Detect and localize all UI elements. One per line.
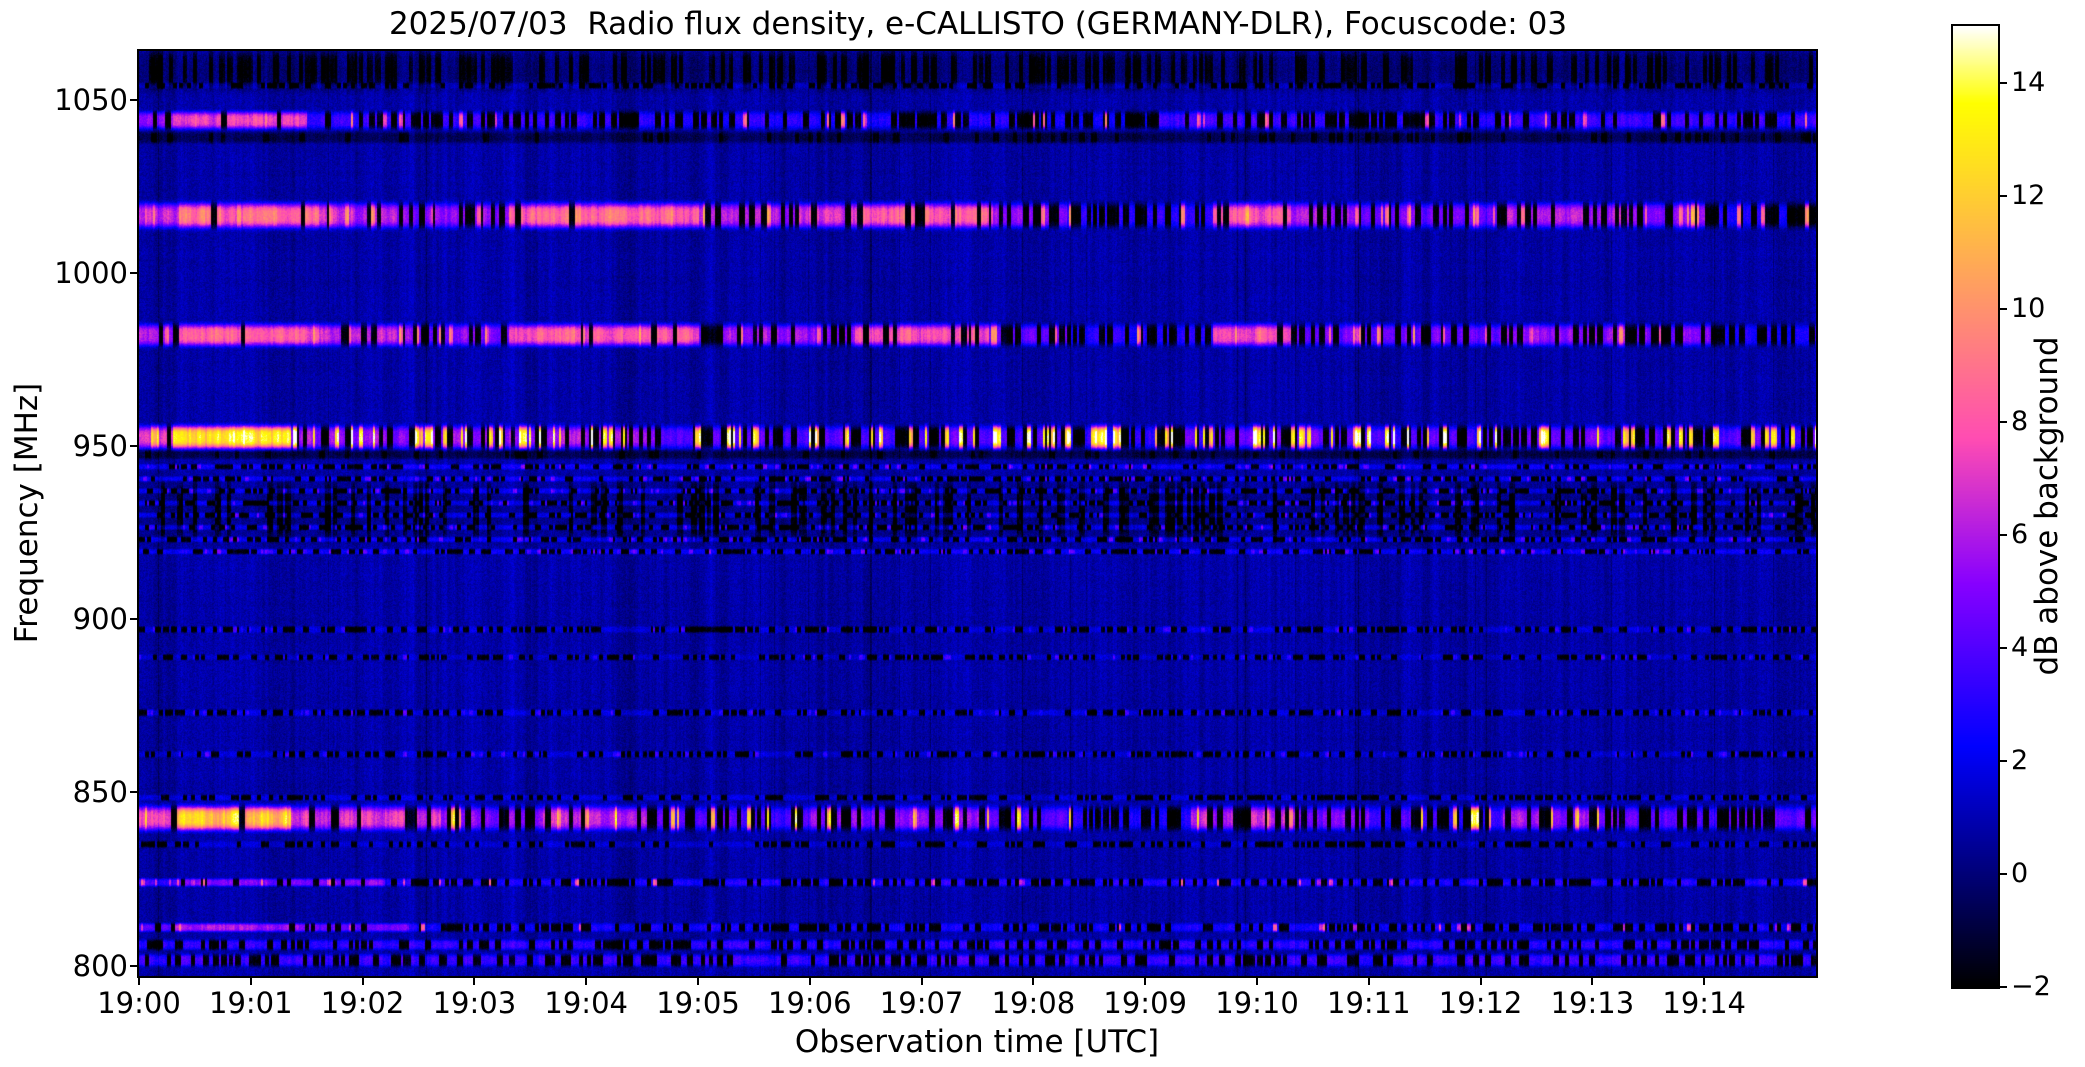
colorbar-tick-mark bbox=[1999, 420, 2007, 423]
x-axis-label: Observation time [UTC] bbox=[794, 1024, 1160, 1060]
y-tick-label: 900 bbox=[72, 602, 128, 637]
y-tick-mark bbox=[130, 444, 139, 447]
colorbar-tick-label: 14 bbox=[2011, 66, 2046, 98]
x-tick-label: 19:05 bbox=[656, 986, 740, 1020]
colorbar-tick-label: −2 bbox=[2011, 971, 2051, 1002]
x-tick-label: 19:10 bbox=[1215, 986, 1299, 1020]
colorbar-tick-mark bbox=[1999, 759, 2007, 762]
x-tick-mark bbox=[920, 977, 923, 985]
colorbar-tick-label: 0 bbox=[2011, 857, 2029, 889]
y-tick-mark bbox=[130, 791, 139, 794]
x-tick-mark bbox=[697, 977, 699, 985]
x-tick-mark bbox=[249, 977, 252, 985]
colorbar-tick-label: 2 bbox=[2011, 744, 2029, 776]
colorbar-label: dB above background bbox=[2029, 336, 2065, 676]
y-tick-label: 850 bbox=[72, 775, 128, 810]
x-tick-mark bbox=[1703, 977, 1706, 985]
x-tick-mark bbox=[585, 977, 588, 985]
y-tick-label: 950 bbox=[72, 428, 128, 463]
colorbar-tick-mark bbox=[1999, 872, 2007, 875]
x-tick-label: 19:13 bbox=[1550, 986, 1635, 1020]
x-tick-mark bbox=[1591, 977, 1594, 985]
x-tick-label: 19:01 bbox=[209, 986, 293, 1020]
colorbar-border bbox=[1951, 24, 2000, 989]
colorbar-tick-mark bbox=[1999, 986, 2007, 988]
colorbar-tick-mark bbox=[1999, 307, 2007, 310]
y-tick-mark bbox=[130, 964, 139, 967]
y-tick-mark bbox=[130, 271, 139, 274]
plot-area-border bbox=[137, 49, 1818, 978]
x-tick-label: 19:02 bbox=[320, 986, 405, 1020]
x-tick-label: 19:06 bbox=[768, 986, 852, 1020]
x-tick-mark bbox=[808, 977, 811, 985]
x-tick-label: 19:07 bbox=[879, 986, 964, 1020]
x-tick-mark bbox=[1367, 977, 1370, 985]
colorbar-tick-mark bbox=[1999, 646, 2007, 649]
colorbar-tick-mark bbox=[1999, 81, 2007, 84]
x-tick-label: 19:14 bbox=[1662, 986, 1746, 1020]
colorbar-canvas bbox=[1953, 26, 1998, 987]
y-tick-mark bbox=[130, 618, 139, 621]
spectrogram-canvas bbox=[139, 51, 1816, 976]
colorbar-tick-label: 8 bbox=[2011, 405, 2029, 437]
colorbar-tick-mark bbox=[1999, 533, 2007, 536]
x-tick-label: 19:04 bbox=[544, 986, 628, 1020]
x-tick-label: 19:09 bbox=[1103, 986, 1187, 1020]
chart-title: 2025/07/03 Radio flux density, e-CALLIST… bbox=[388, 6, 1568, 42]
x-tick-label: 19:00 bbox=[97, 986, 181, 1020]
y-tick-mark bbox=[130, 98, 139, 101]
x-tick-mark bbox=[1479, 977, 1482, 985]
x-tick-mark bbox=[1144, 977, 1147, 985]
y-tick-label: 800 bbox=[72, 948, 128, 983]
x-tick-mark bbox=[1032, 977, 1035, 985]
colorbar-tick-label: 6 bbox=[2011, 518, 2029, 550]
y-tick-label: 1050 bbox=[54, 82, 128, 117]
x-tick-mark bbox=[138, 977, 140, 985]
y-tick-label: 1000 bbox=[54, 255, 128, 290]
x-tick-label: 19:08 bbox=[991, 986, 1076, 1020]
x-tick-label: 19:03 bbox=[432, 986, 517, 1020]
colorbar-tick-label: 4 bbox=[2011, 631, 2029, 663]
x-tick-mark bbox=[1256, 977, 1258, 985]
colorbar-tick-mark bbox=[1999, 194, 2007, 197]
x-tick-label: 19:12 bbox=[1438, 986, 1523, 1020]
colorbar-tick-label: 12 bbox=[2011, 179, 2046, 211]
x-tick-mark bbox=[473, 977, 476, 985]
colorbar-tick-label: 10 bbox=[2011, 292, 2046, 324]
x-tick-mark bbox=[361, 977, 364, 985]
x-tick-label: 19:11 bbox=[1327, 986, 1411, 1020]
